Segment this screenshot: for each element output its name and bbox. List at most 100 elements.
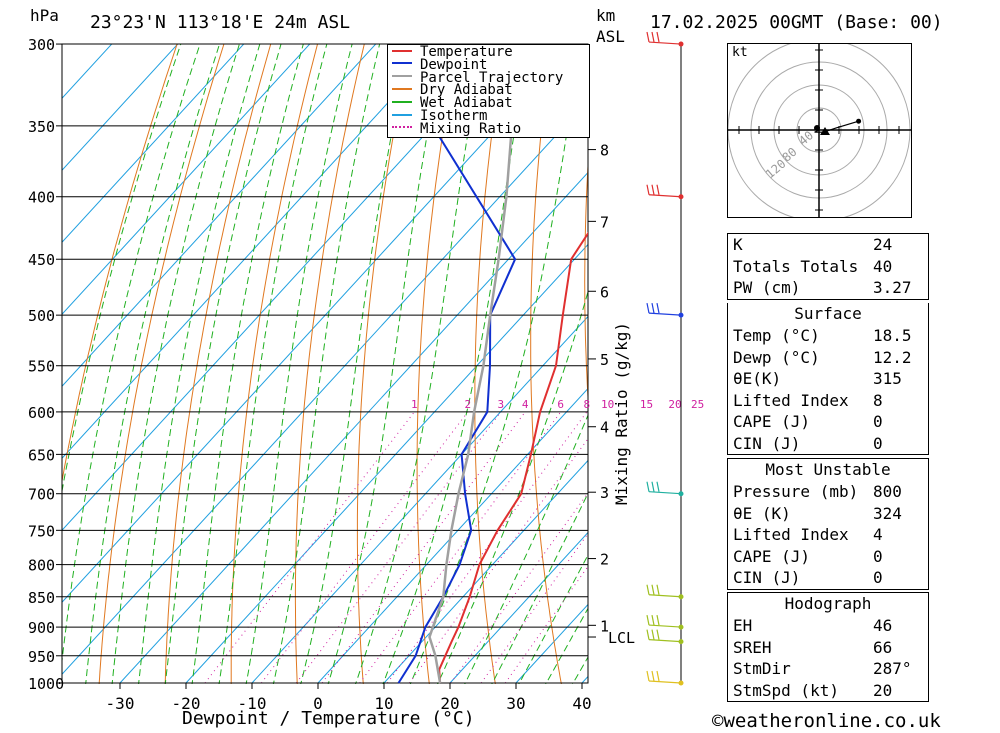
x-tick-label: -20 [172,694,201,713]
isotherm-line [185,243,588,684]
hodograph: 40 80 120 kt [727,38,912,222]
mixing-ratio-label: 3 [498,398,505,411]
wind-barb-flag [656,629,660,640]
mixing-ratio-label: 10 [601,398,614,411]
wind-barb-flag [646,184,650,195]
mixing-ratio-label: 6 [557,398,564,411]
pressure-unit-label: hPa [30,6,59,25]
isotherm-line [62,99,588,676]
isotherm-line [62,44,245,244]
wet-adiabat-line [327,44,445,684]
mixing-ratio-line [386,411,588,684]
km-unit-label: km [596,6,616,25]
dry-adiabat-line [62,44,178,484]
wind-barb-flag [656,31,660,43]
mixing-ratio-label: 15 [640,398,653,411]
pressure-tick-label: 800 [28,557,55,575]
wet-adiabat-line [164,44,282,684]
pressure-tick-label: 550 [28,358,55,376]
pressure-tick-label: 700 [28,486,55,504]
wind-barb-flag [656,614,660,626]
legend-item: Dry Adiabat [388,83,513,97]
isotherm-line [62,44,377,388]
datetime-title: 17.02.2025 00GMT (Base: 00) [650,12,943,33]
wet-adiabat-line [85,44,220,684]
wind-barb [646,303,682,316]
info-value: 4 [873,525,883,544]
mixing-ratio-label: 4 [522,398,529,411]
legend-label: Temperature [420,44,513,60]
info-row: CIN (J) 0 [728,433,928,455]
dry-adiabat-line [584,158,588,405]
wet-adiabat-line [245,44,353,684]
surface-table: Surface Temp (°C) 18.5 Dewp (°C) 12.2 θE(K) 3… [727,303,929,455]
wind-barb-flag [656,670,660,682]
wet-adiabat-line [464,413,588,684]
mixing-ratio-label: 8 [583,398,590,411]
wet-adiabat-line [111,44,240,684]
isotherm-line [62,44,509,532]
mixing-ratio-label: 2 [464,398,471,411]
plot-frame [61,43,589,684]
pressure-tick-label: 1000 [28,675,64,693]
info-key: Dewp (°C) [733,347,820,367]
info-key: θE(K) [733,369,782,388]
wind-barb-flag [651,481,655,492]
legend-item: Wet Adiabat [388,96,513,110]
info-key: EH [733,616,753,635]
wet-adiabat-line [355,44,484,684]
legend-swatch [392,100,412,103]
info-row: K 24 [728,234,928,256]
isotherm-line [62,44,113,100]
x-tick-label: 20 [440,694,459,713]
wind-barb-shaft [648,594,682,598]
km-tick-label: 6 [600,283,609,301]
x-tick-label: -30 [106,694,135,713]
wind-barb [646,670,682,684]
wind-barb [646,614,682,628]
info-key: CAPE (J) [733,546,811,566]
mixing-ratio-line [321,411,526,684]
wind-barb [646,481,682,495]
wind-barb-shaft [648,639,682,643]
pressure-tick-label: 300 [28,36,55,54]
dry-adiabat-line [924,7,1000,709]
pressure-tick-label: 950 [28,648,55,666]
x-tick-label: 30 [506,694,525,713]
km-tick-label: 4 [600,419,609,437]
pressure-tick-label: 650 [28,446,55,464]
info-row: StmSpd (kt) 20 [728,680,928,702]
info-value: 20 [873,680,893,700]
info-key: Lifted Index [733,390,849,410]
dry-adiabat-line [164,44,272,684]
km-tick-label: 2 [600,551,609,569]
mixing-ratio-label: 20 [668,398,681,411]
info-key: Temp (°C) [733,326,820,345]
mixing-ratio-line [480,532,588,684]
wind-barb-shaft [648,680,682,684]
info-value: 8 [873,390,883,410]
info-value: 800 [873,482,902,501]
pressure-tick-label: 850 [28,589,55,607]
dry-adiabat-line [416,44,459,684]
wet-adiabat-line [138,44,261,684]
wind-barb-flag [646,584,650,595]
x-tick-label: 10 [374,694,393,713]
mixing-ratio-line [409,437,588,684]
wind-barb-shaft [648,41,682,45]
info-key: CIN (J) [733,568,801,587]
wet-adiabat-line [300,44,411,684]
isotherm-line [62,44,311,316]
info-row: EH 46 [728,615,928,637]
info-row: θE (K) 324 [728,503,928,525]
legend-label: Parcel Trajectory [420,69,564,86]
wind-barb-flag [646,670,650,682]
dewpoint-line [397,44,517,684]
parcel-trajectory-line [428,44,523,684]
wind-barb [646,629,682,643]
wind-barb-flag [656,584,660,595]
wind-barb [646,31,682,45]
wet-adiabat-line [545,607,588,684]
wind-barb [646,184,682,198]
km-tick-label: 7 [600,213,609,231]
